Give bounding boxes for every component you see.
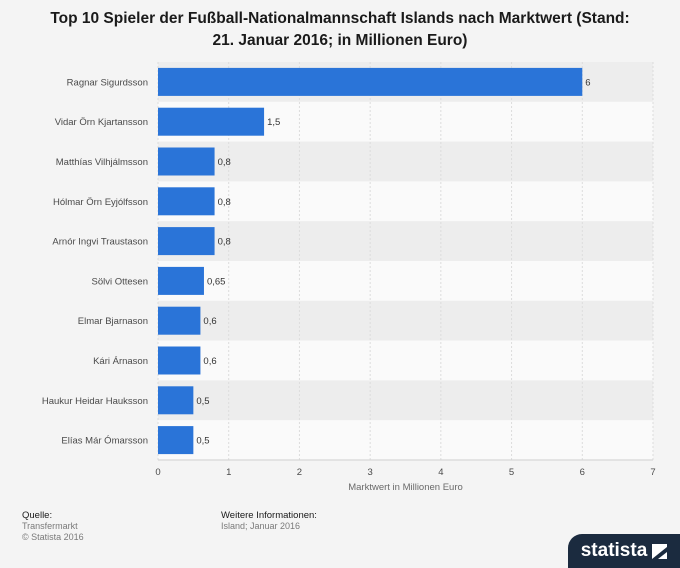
- x-axis-title: Marktwert in Millionen Euro: [348, 482, 463, 493]
- bar: [158, 266, 204, 295]
- bar: [158, 346, 201, 375]
- row-band: [158, 420, 653, 460]
- tick-label: 6: [580, 467, 585, 478]
- row-band: [158, 340, 653, 381]
- statista-logo-icon: [652, 543, 668, 559]
- chart-title: Top 10 Spieler der Fußball-Nationalmanns…: [0, 8, 680, 52]
- bar: [158, 306, 201, 335]
- category-label: Arnór Ingvi Traustason: [52, 237, 148, 248]
- source-block: Quelle: Transfermarkt © Statista 2016: [22, 510, 84, 543]
- row-band: [158, 221, 653, 261]
- category-label: Elías Már Ómarsson: [61, 436, 148, 447]
- bar: [158, 426, 194, 455]
- chart-title-line2: 21. Januar 2016; in Millionen Euro): [212, 32, 468, 49]
- tick-label: 4: [438, 467, 443, 478]
- category-label: Haukur Heidar Hauksson: [42, 396, 148, 407]
- bar-chart: Ragnar Sigurdsson 6 Vidar Örn Kjartansson 1…: [42, 62, 656, 493]
- statista-logo[interactable]: statista: [568, 534, 680, 568]
- data-label: 0,8: [218, 197, 231, 208]
- bar: [158, 67, 583, 96]
- category-label: Kári Árnason: [93, 356, 148, 367]
- row-band: [158, 380, 653, 421]
- data-label: 0,8: [218, 157, 231, 168]
- tick-label: 0: [155, 467, 160, 478]
- brand-name: statista: [580, 540, 648, 561]
- source-heading: Quelle:: [22, 510, 53, 521]
- bar: [158, 386, 194, 415]
- tick-label: 1: [226, 467, 231, 478]
- data-label: 0,6: [203, 356, 216, 367]
- bar: [158, 187, 215, 216]
- bar: [158, 147, 215, 176]
- category-label: Sölvi Ottesen: [92, 276, 149, 287]
- data-label: 0,8: [218, 237, 231, 248]
- info-heading: Weitere Informationen:: [221, 510, 317, 521]
- bar: [158, 227, 215, 256]
- row-band: [158, 300, 653, 341]
- data-label: 1,5: [267, 117, 280, 128]
- row-band: [158, 141, 653, 182]
- row-band: [158, 261, 653, 301]
- tick-label: 2: [297, 467, 302, 478]
- category-label: Hólmar Örn Eyjólfsson: [53, 197, 148, 208]
- data-label: 6: [585, 77, 590, 88]
- bar: [158, 107, 265, 136]
- copyright-text: © Statista 2016: [22, 532, 84, 542]
- category-label: Vidar Örn Kjartansson: [55, 117, 148, 128]
- tick-label: 3: [367, 467, 372, 478]
- tick-label: 7: [650, 467, 655, 478]
- row-band: [158, 181, 653, 222]
- data-label: 0,5: [196, 436, 209, 447]
- tick-label: 5: [509, 467, 514, 478]
- info-block: Weitere Informationen: Island; Januar 20…: [221, 510, 317, 532]
- info-text: Island; Januar 2016: [221, 521, 301, 531]
- data-label: 0,5: [196, 396, 209, 407]
- category-label: Matthías Vilhjálmsson: [56, 157, 148, 168]
- chart-title-line1: Top 10 Spieler der Fußball-Nationalmanns…: [50, 10, 630, 27]
- category-label: Elmar Bjarnason: [78, 316, 148, 327]
- category-label: Ragnar Sigurdsson: [67, 77, 148, 88]
- data-label: 0,65: [207, 276, 226, 287]
- data-label: 0,6: [203, 316, 216, 327]
- source-name: Transfermarkt: [22, 521, 78, 531]
